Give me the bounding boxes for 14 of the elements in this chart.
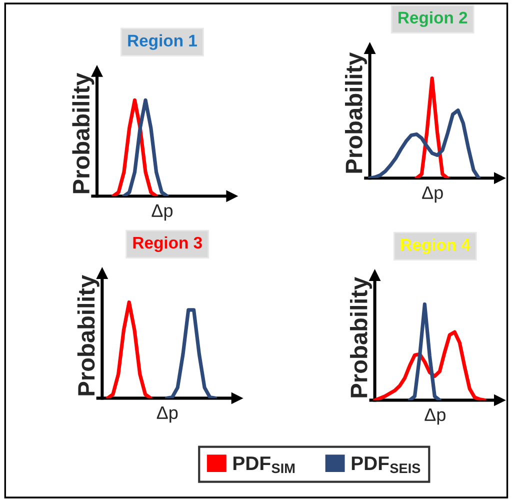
y-axis-title: Probability bbox=[350, 276, 372, 398]
x-axis-title: Δp bbox=[152, 204, 173, 221]
x-axis-title: Δp bbox=[424, 408, 446, 425]
legend-label: PDF$_{SEIS}$ bbox=[352, 456, 420, 474]
legend-label: PDF$_{SIM}$ bbox=[233, 456, 295, 474]
y-axis-title: Probability bbox=[77, 274, 100, 396]
chart-title: Region 3 bbox=[133, 236, 202, 252]
x-axis-title: Δp bbox=[156, 406, 178, 423]
chart-title: Region 1 bbox=[128, 34, 197, 50]
y-axis-title: Probability bbox=[72, 72, 94, 194]
y-axis-title: Probability bbox=[345, 52, 368, 173]
chart-title: Region 4 bbox=[401, 238, 470, 254]
chart-title: Region 2 bbox=[398, 11, 468, 27]
x-axis-title: Δp bbox=[422, 186, 443, 203]
